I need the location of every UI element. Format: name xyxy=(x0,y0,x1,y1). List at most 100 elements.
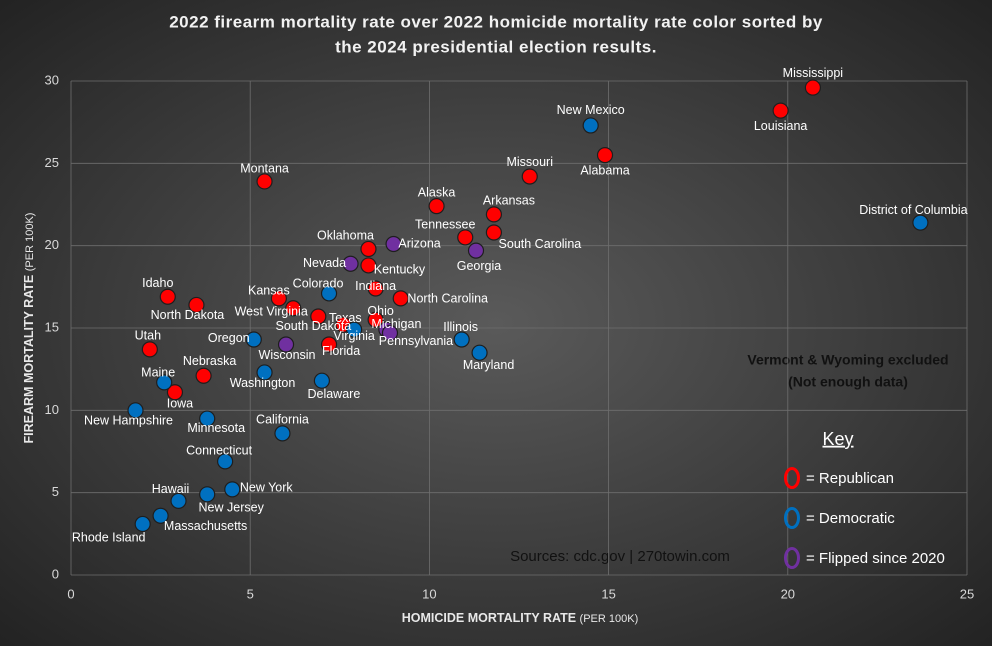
point xyxy=(166,384,184,401)
point xyxy=(772,102,789,119)
point-label: Mississippi xyxy=(783,66,843,80)
point-label: Ohio xyxy=(367,304,393,318)
point xyxy=(188,296,205,314)
point-label: District of Columbia xyxy=(859,203,967,217)
point-label: Arizona xyxy=(398,236,440,250)
annotation: Vermont & Wyoming excluded xyxy=(747,352,948,368)
point xyxy=(170,492,187,509)
point-label: Arkansas xyxy=(483,194,535,208)
point xyxy=(453,331,470,348)
point xyxy=(392,290,409,307)
x-tick-label: 10 xyxy=(422,586,436,601)
y-tick-label: 10 xyxy=(45,402,59,417)
point-label: South Carolina xyxy=(499,237,582,251)
y-tick-label: 0 xyxy=(52,566,59,581)
point xyxy=(367,280,384,297)
point-label: Michigan xyxy=(371,317,421,331)
point xyxy=(245,331,262,348)
point-label: Idaho xyxy=(142,276,173,290)
point-label: Missouri xyxy=(506,155,553,169)
point-label: Florida xyxy=(322,344,360,358)
point-label: Nevada xyxy=(303,256,346,270)
point xyxy=(485,224,503,241)
point xyxy=(428,198,445,215)
point xyxy=(804,79,821,96)
y-tick-label: 20 xyxy=(45,237,59,252)
point-label: New Hampshire xyxy=(84,414,173,428)
point-label: North Carolina xyxy=(407,292,488,306)
point-label: Hawaii xyxy=(152,482,190,496)
x-axis-label: HOMICIDE MORTALITY RATE xyxy=(402,611,576,625)
point-label: Nebraska xyxy=(183,354,237,368)
points: Mississippi Louisiana Alabama Missouri Monta… xyxy=(72,66,968,544)
point-label: Virginia xyxy=(333,329,375,343)
legend-marker xyxy=(784,467,800,489)
point xyxy=(277,336,295,353)
point xyxy=(385,235,402,253)
point xyxy=(141,341,158,358)
point-label: Maine xyxy=(141,366,175,380)
point-label: South Dakota xyxy=(276,319,352,333)
point xyxy=(912,214,929,231)
point-label: Kentucky xyxy=(374,263,426,277)
point-label: Tennessee xyxy=(415,218,476,232)
x-tick-label: 15 xyxy=(601,586,615,601)
legend-marker xyxy=(784,547,800,569)
chart-title: 2022 firearm mortality rate over 2022 ho… xyxy=(169,12,823,31)
point-label: Delaware xyxy=(307,387,360,401)
point xyxy=(134,515,151,533)
y-axis-unit: (PER 100K) xyxy=(24,213,36,272)
y-axis-label: FIREARM MORTALITY RATE xyxy=(22,275,36,444)
point xyxy=(360,257,377,274)
point xyxy=(360,240,377,258)
point xyxy=(152,507,169,524)
point-label: Montana xyxy=(240,162,289,176)
point xyxy=(156,374,173,391)
point-label: Iowa xyxy=(167,397,193,411)
legend-label: = Republican xyxy=(806,470,894,487)
point-label: Maryland xyxy=(463,358,514,372)
x-axis-title: HOMICIDE MORTALITY RATE (PER 100K) xyxy=(402,611,639,625)
chart-title: the 2024 presidential election results. xyxy=(335,37,657,56)
x-tick-label: 25 xyxy=(960,586,974,601)
point xyxy=(217,453,234,470)
y-tick-label: 25 xyxy=(45,155,59,170)
point xyxy=(485,206,503,223)
point-label: Connecticut xyxy=(186,444,253,458)
point xyxy=(285,300,302,317)
point-label: Utah xyxy=(135,329,161,343)
point xyxy=(310,308,327,325)
point-label: Pennsylvania xyxy=(379,334,453,348)
x-tick-label: 0 xyxy=(67,586,74,601)
annotation: (Not enough data) xyxy=(788,374,908,390)
point-label: Illinois xyxy=(443,320,478,334)
point xyxy=(521,168,538,185)
point-label: New York xyxy=(240,481,294,495)
point xyxy=(467,242,485,259)
point-label: Rhode Island xyxy=(72,530,146,544)
point xyxy=(256,364,273,381)
point-label: Alabama xyxy=(580,163,629,177)
legend-marker xyxy=(784,507,800,529)
x-tick-label: 20 xyxy=(781,586,795,601)
x-tick-label: 5 xyxy=(247,586,254,601)
point xyxy=(199,410,216,427)
point xyxy=(596,147,614,164)
point xyxy=(224,481,241,498)
point-label: Oklahoma xyxy=(317,228,374,242)
point xyxy=(367,311,384,328)
x-axis-unit: (PER 100K) xyxy=(580,613,639,625)
point-label: Massachusetts xyxy=(164,519,247,533)
point xyxy=(195,367,212,384)
point-label: Wisconsin xyxy=(259,348,316,362)
point xyxy=(342,255,359,272)
point-label: Georgia xyxy=(457,259,502,273)
y-tick-label: 30 xyxy=(45,72,59,87)
point-label: New Mexico xyxy=(557,103,625,117)
point-label: California xyxy=(256,413,309,427)
point xyxy=(346,321,363,338)
point xyxy=(270,290,287,307)
y-axis-title: FIREARM MORTALITY RATE (PER 100K) xyxy=(22,213,36,444)
